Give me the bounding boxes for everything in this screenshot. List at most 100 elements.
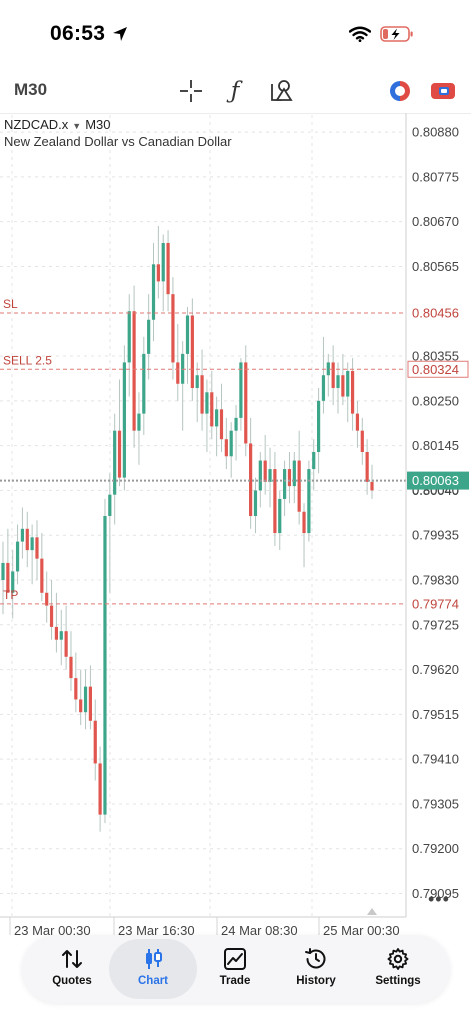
- y-tick-label: 0.80775: [412, 169, 459, 184]
- candle-body: [151, 264, 156, 320]
- candle-body: [127, 311, 131, 363]
- symbol-name: NZDCAD.x: [4, 117, 69, 132]
- candle-body: [59, 631, 63, 640]
- candle-body: [30, 537, 34, 551]
- candle-body: [263, 460, 267, 482]
- candle-body: [239, 362, 243, 418]
- candlestick-chart[interactable]: 0.80880 0.80775 0.80670 0.80565 0.80355 0.802…: [0, 113, 471, 945]
- candle-body: [278, 498, 282, 534]
- y-tick-label: 0.80670: [412, 214, 459, 229]
- candle-body: [74, 678, 78, 700]
- y-tick-label: 0.79095: [412, 886, 459, 901]
- candle-body: [234, 417, 238, 431]
- tab-label: Chart: [137, 975, 169, 987]
- level-label: SL: [3, 297, 18, 311]
- one-click-trading-icon[interactable]: [430, 78, 456, 104]
- level-price-label: 0.79774: [412, 596, 459, 611]
- price-chart[interactable]: 0.80880 0.80775 0.80670 0.80565 0.80355 0.802…: [0, 113, 471, 945]
- candle-body: [205, 392, 209, 414]
- candle-body: [137, 413, 141, 431]
- x-tick-label: 23 Mar 00:30: [14, 923, 91, 938]
- candle-body: [336, 375, 340, 389]
- x-tick-label: 24 Mar 08:30: [221, 923, 298, 938]
- current-price-box: [407, 471, 469, 490]
- candle-body: [326, 362, 330, 376]
- tab-history[interactable]: History: [272, 939, 360, 999]
- crosshair-icon[interactable]: [178, 78, 204, 104]
- candle-body: [185, 315, 190, 354]
- y-tick-label: 0.80145: [412, 438, 459, 453]
- symbol-description: New Zealand Dollar vs Canadian Dollar: [4, 134, 232, 149]
- chart-icon: [146, 949, 162, 969]
- tab-settings[interactable]: Settings: [354, 939, 442, 999]
- candle-body: [215, 409, 219, 427]
- candle-body: [355, 413, 360, 431]
- candle-body: [54, 626, 59, 640]
- candle-body: [25, 528, 29, 551]
- candle-body: [312, 452, 316, 470]
- x-tick-label: 25 Mar 00:30: [323, 923, 400, 938]
- candle-body: [117, 430, 122, 478]
- bottom-tab-bar: Quotes Chart Trade History Settings: [22, 935, 450, 1003]
- candle-body: [69, 656, 73, 679]
- candle-body: [108, 494, 112, 516]
- candle-body: [370, 481, 374, 491]
- settings-icon: [387, 948, 409, 970]
- tab-label: History: [296, 975, 336, 987]
- symbol-caret-icon: ▼: [72, 121, 82, 131]
- candle-body: [244, 362, 248, 444]
- candle-body: [219, 409, 224, 440]
- candle-body: [176, 362, 180, 384]
- candle-body: [79, 699, 83, 713]
- tab-label: Settings: [375, 975, 421, 987]
- candle-body: [190, 315, 194, 389]
- y-tick-label: 0.80880: [412, 125, 459, 140]
- objects-icon[interactable]: [268, 78, 294, 104]
- candle-body: [88, 686, 92, 721]
- candle-body: [224, 439, 228, 457]
- candle-body: [302, 511, 306, 534]
- candle-body: [249, 443, 253, 516]
- x-tick-label: 23 Mar 16:30: [118, 923, 195, 938]
- candle-body: [122, 362, 126, 478]
- level-label: SELL 2.5: [3, 353, 52, 367]
- candle-body: [297, 460, 301, 512]
- chart-timeframe: M30: [85, 117, 111, 132]
- battery-charging-icon: [380, 25, 414, 48]
- candle-body: [229, 430, 233, 457]
- candle-body: [200, 375, 204, 414]
- candle-body: [20, 528, 25, 542]
- candle-body: [195, 375, 199, 389]
- y-tick-label: 0.80355: [412, 349, 459, 364]
- candle-body: [258, 460, 262, 491]
- candle-body: [83, 686, 88, 713]
- candle-body: [268, 469, 272, 482]
- candle-body: [103, 516, 107, 815]
- timeframe-selector[interactable]: M30: [14, 80, 48, 99]
- chart-toolbar: M30 ƒ: [0, 70, 471, 110]
- candle-body: [45, 592, 49, 606]
- y-tick-label: 0.79410: [412, 752, 459, 767]
- y-tick-label: 0.80565: [412, 259, 459, 274]
- color-scheme-icon[interactable]: [387, 78, 413, 104]
- candle-body: [350, 370, 355, 414]
- y-tick-label: 0.79305: [412, 796, 459, 811]
- candle-body: [113, 430, 117, 495]
- candle-body: [15, 541, 20, 572]
- tab-label: Trade: [219, 975, 251, 987]
- more-options-icon[interactable]: •••: [428, 889, 450, 909]
- y-tick-label: 0.79515: [412, 707, 459, 722]
- candle-body: [171, 294, 175, 363]
- tab-chart[interactable]: Chart: [109, 939, 197, 999]
- tab-trade[interactable]: Trade: [191, 939, 279, 999]
- candle-body: [365, 452, 369, 482]
- indicators-icon[interactable]: ƒ: [230, 78, 240, 104]
- tab-quotes[interactable]: Quotes: [28, 939, 116, 999]
- candle-body: [161, 242, 165, 282]
- symbol-info[interactable]: NZDCAD.x ▼ M30: [4, 117, 111, 132]
- candle-body: [1, 562, 5, 580]
- trade-icon: [224, 948, 246, 970]
- location-arrow-icon: [111, 25, 129, 48]
- candle-body: [273, 469, 277, 534]
- candle-body: [341, 375, 345, 397]
